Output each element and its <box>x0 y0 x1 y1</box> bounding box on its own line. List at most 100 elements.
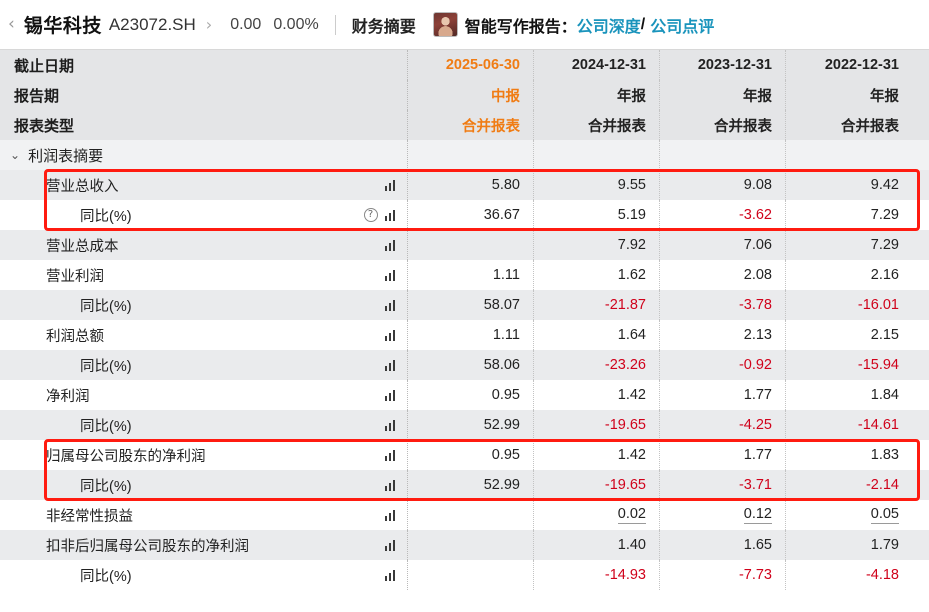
chart-icon[interactable] <box>384 509 395 521</box>
row-label-cell: 营业总收入 <box>0 170 408 200</box>
table-row[interactable]: 利润总额 1.11 1.64 2.13 2.15 <box>0 320 929 350</box>
row-icons <box>384 440 395 470</box>
chart-icon[interactable] <box>384 179 395 191</box>
row-label-cell: 同比(%) <box>0 470 408 500</box>
cell-value: 1.77 <box>660 440 786 470</box>
row-icons <box>384 350 395 380</box>
column-period-1: 年报 <box>534 80 660 110</box>
cell-value: -0.92 <box>660 350 786 380</box>
row-label: 非经常性损益 <box>46 508 133 525</box>
cell-value: 52.99 <box>408 470 534 500</box>
table-row[interactable]: 营业总收入 5.80 9.55 9.08 9.42 <box>0 170 929 200</box>
chart-icon[interactable] <box>384 389 395 401</box>
chart-icon[interactable] <box>384 419 395 431</box>
cell-value: -2.14 <box>865 477 899 493</box>
link-company-deep[interactable]: 公司深度 <box>576 18 641 36</box>
row-label-cell: 同比(%) <box>0 350 408 380</box>
row-label-cell: 净利润 <box>0 380 408 410</box>
header-label-cutoff-date: 截止日期 <box>0 50 408 80</box>
header-row-cutoff-date: 截止日期 2025-06-30 2024-12-31 2023-12-31 20… <box>0 50 929 80</box>
cell-value: 1.11 <box>408 320 534 350</box>
table-row[interactable]: 同比(%)? 36.67 5.19 -3.62 7.29 <box>0 200 929 230</box>
table-row[interactable]: 同比(%) 52.99 -19.65 -4.25 -14.61 <box>0 410 929 440</box>
column-type-0: 合并报表 <box>408 110 534 140</box>
row-icons <box>384 500 395 530</box>
cell-value: 0.02 <box>534 500 660 530</box>
cell-value: 1.79 <box>870 537 899 553</box>
group-val-0 <box>408 140 534 170</box>
chart-icon[interactable] <box>384 569 395 581</box>
group-val-1 <box>534 140 660 170</box>
table-row[interactable]: 同比(%) 52.99 -19.65 -3.71 -2.14 <box>0 470 929 500</box>
row-label: 同比(%) <box>80 568 132 585</box>
link-company-review[interactable]: 公司点评 <box>650 18 715 36</box>
cell-value: 2.16 <box>870 267 899 283</box>
table-row[interactable]: 营业利润 1.11 1.62 2.08 2.16 <box>0 260 929 290</box>
header-label-report-type: 报表类型 <box>0 110 408 140</box>
financial-summary-tab[interactable]: 财务摘要 <box>351 18 416 36</box>
row-label-cell: 同比(%) <box>0 410 408 440</box>
table-row[interactable]: 归属母公司股东的净利润 0.95 1.42 1.77 1.83 <box>0 440 929 470</box>
price-value: 0.00 <box>230 15 262 33</box>
back-chevron-icon[interactable]: ‹ <box>8 14 15 34</box>
row-icons <box>384 470 395 500</box>
table-row[interactable]: 同比(%) 58.06 -23.26 -0.92 -15.94 <box>0 350 929 380</box>
header-row-report-period: 报告期 中报 年报 年报 年报 <box>0 80 929 110</box>
cell-value: 1.83 <box>870 447 899 463</box>
group-val-2 <box>660 140 786 170</box>
chart-icon[interactable] <box>384 269 395 281</box>
help-icon[interactable]: ? <box>363 208 378 222</box>
cell-value: 0.95 <box>408 440 534 470</box>
table-row[interactable]: 扣非后归属母公司股东的净利润 1.40 1.65 1.79 <box>0 530 929 560</box>
column-date-1: 2024-12-31 <box>534 50 660 80</box>
column-type-1: 合并报表 <box>534 110 660 140</box>
cell-value: 0.05 <box>870 506 899 524</box>
column-date-3: 2022-12-31 <box>824 57 899 73</box>
chart-icon[interactable] <box>384 329 395 341</box>
group-row-income-statement[interactable]: ⌄ 利润表摘要 <box>0 140 929 170</box>
chart-icon[interactable] <box>384 359 395 371</box>
change-percent-value: 0.00% <box>273 15 319 33</box>
chart-icon[interactable] <box>384 479 395 491</box>
row-icons <box>384 290 395 320</box>
ai-report-label: 智能写作报告： <box>464 18 577 36</box>
group-label-cell: ⌄ 利润表摘要 <box>0 140 408 170</box>
cell-value: -3.78 <box>660 290 786 320</box>
row-label: 同比(%) <box>80 298 132 315</box>
cell-value: 2.13 <box>660 320 786 350</box>
forward-chevron-icon[interactable]: › <box>205 15 213 34</box>
cell-value: 1.42 <box>534 380 660 410</box>
table-row[interactable]: 同比(%) -14.93 -7.73 -4.18 <box>0 560 929 590</box>
table-row[interactable]: 同比(%) 58.07 -21.87 -3.78 -16.01 <box>0 290 929 320</box>
row-label-cell: 营业总成本 <box>0 230 408 260</box>
cell-value: 1.42 <box>534 440 660 470</box>
cell-value: -4.25 <box>660 410 786 440</box>
chart-icon[interactable] <box>384 299 395 311</box>
row-label: 营业利润 <box>46 268 104 285</box>
row-label: 同比(%) <box>80 208 132 225</box>
chart-icon[interactable] <box>384 209 395 221</box>
cell-value: 1.11 <box>408 260 534 290</box>
column-type-3: 合并报表 <box>841 118 899 135</box>
chart-icon[interactable] <box>384 539 395 551</box>
row-icons <box>384 170 395 200</box>
cell-value: 0.95 <box>408 380 534 410</box>
cell-value: 7.29 <box>870 207 899 223</box>
chart-icon[interactable] <box>384 239 395 251</box>
table-row[interactable]: 营业总成本 7.92 7.06 7.29 <box>0 230 929 260</box>
chart-icon[interactable] <box>384 449 395 461</box>
table-row[interactable]: 非经常性损益 0.02 0.12 0.05 <box>0 500 929 530</box>
chevron-down-icon[interactable]: ⌄ <box>10 148 21 162</box>
avatar <box>432 12 458 37</box>
table-row[interactable]: 净利润 0.95 1.42 1.77 1.84 <box>0 380 929 410</box>
cell-value: 58.06 <box>408 350 534 380</box>
company-name: 锡华科技 <box>23 16 102 37</box>
cell-value: 9.08 <box>660 170 786 200</box>
cell-value: 7.29 <box>870 237 899 253</box>
cell-value: 9.55 <box>534 170 660 200</box>
row-icons: ? <box>363 200 395 230</box>
column-date-2: 2023-12-31 <box>660 50 786 80</box>
column-period-3: 年报 <box>870 88 899 105</box>
row-icons <box>384 530 395 560</box>
cell-value: 1.40 <box>534 530 660 560</box>
